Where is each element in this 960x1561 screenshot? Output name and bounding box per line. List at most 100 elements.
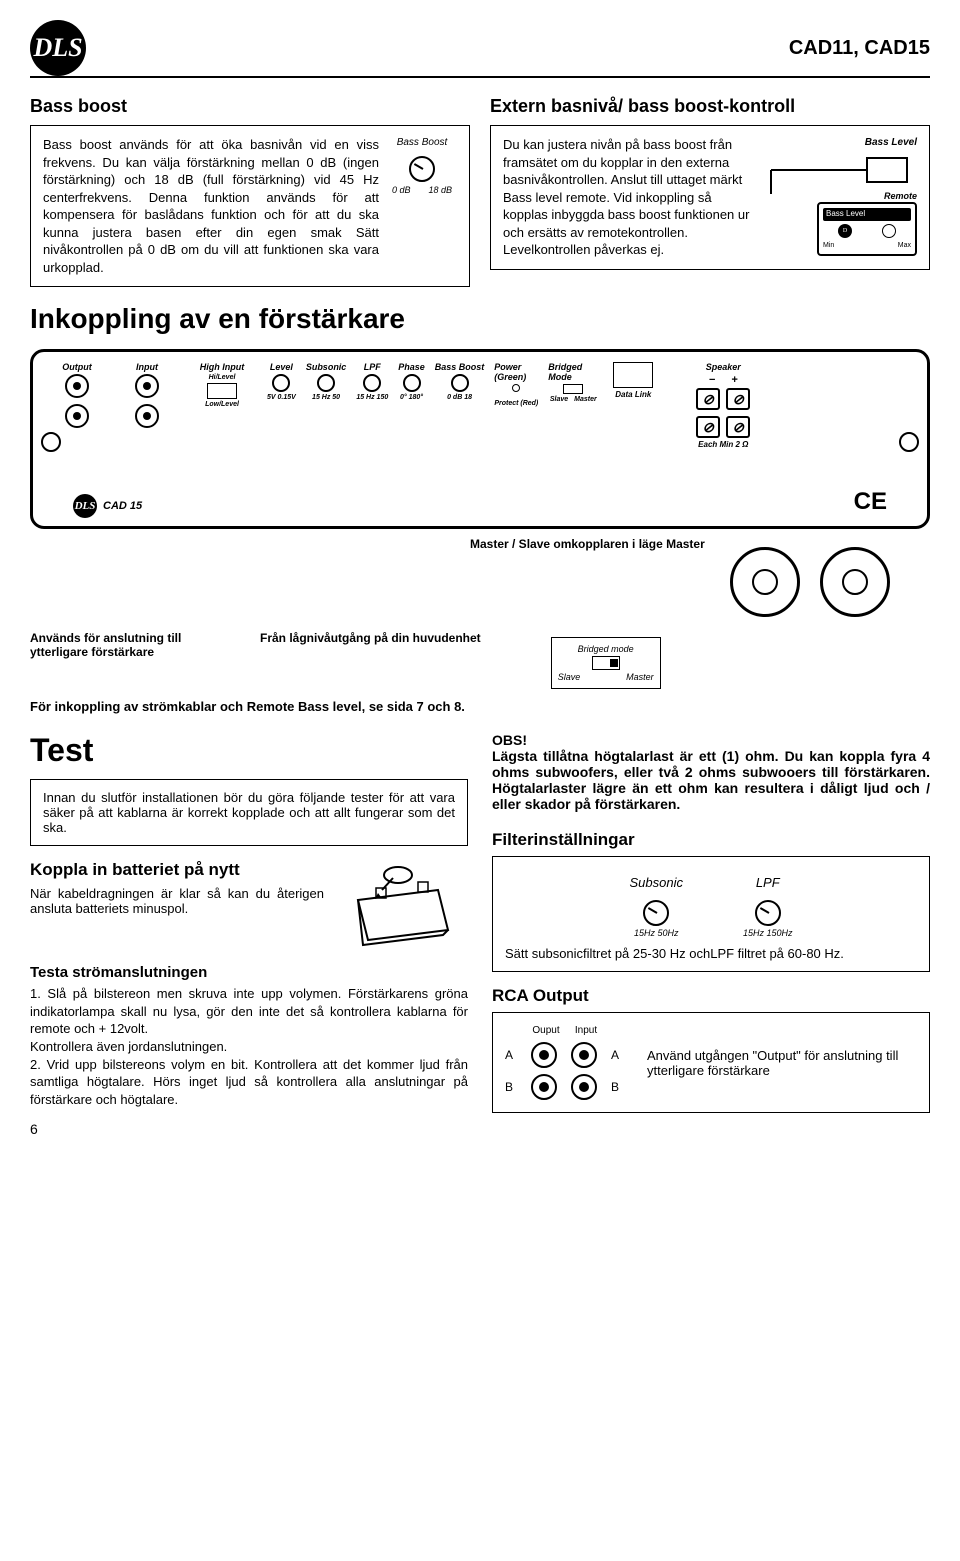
amp-label: Phase — [398, 362, 425, 372]
rca-out-label: Ouput — [531, 1025, 561, 1036]
amplifier-diagram: Output Input High Input Hi/Level Low/Lev… — [30, 349, 930, 529]
speaker-icon — [820, 547, 890, 617]
switch-slave-label: Slave — [558, 672, 581, 682]
switch-box-icon — [592, 656, 620, 670]
rca-jack-icon — [531, 1074, 557, 1100]
lo-label: Low/Level — [205, 401, 239, 408]
range-label: 5V 0.15V — [267, 394, 296, 401]
dial-label: Bass Boost — [397, 136, 448, 150]
hi-label: Hi/Level — [209, 374, 236, 381]
rca-jack-icon — [135, 374, 159, 398]
switch-diagram: Bridged mode Slave Master — [551, 637, 661, 689]
slave-label: Slave — [550, 396, 568, 403]
battery-title: Koppla in batteriet på nytt — [30, 860, 324, 880]
test-heading: Test — [30, 732, 468, 769]
high-input-port-icon — [207, 383, 237, 399]
bass-boost-title: Bass boost — [30, 96, 470, 117]
amp-label: High Input — [200, 362, 245, 372]
mini-logo-icon: DLS — [73, 494, 97, 518]
logo-icon: DLS — [30, 20, 86, 76]
rca-text: Använd utgången "Output" för anslutning … — [647, 1048, 917, 1078]
amp-label: Subsonic — [306, 362, 347, 372]
remote-panel-title: Bass Level — [823, 208, 911, 221]
each-min-label: Each Min 2 Ω — [698, 440, 748, 449]
rca-title: RCA Output — [492, 986, 930, 1006]
range-label: 15 Hz 150 — [356, 394, 388, 401]
rca-jack-icon — [135, 404, 159, 428]
obs-body: Lägsta tillåtna högtalarlast är ett (1) … — [492, 748, 930, 812]
terminal-icon — [696, 416, 720, 438]
rca-jack-icon — [531, 1042, 557, 1068]
ce-mark-icon: CE — [854, 488, 887, 516]
dial-icon — [451, 374, 469, 392]
rca-jack-icon — [65, 374, 89, 398]
obs-title: OBS! — [492, 732, 527, 748]
rca-b-label: B — [611, 1080, 627, 1094]
rca-jack-icon — [65, 404, 89, 428]
mount-hole-icon — [899, 432, 919, 452]
amp-label: Input — [136, 362, 158, 372]
subsonic-label: Subsonic — [629, 875, 682, 890]
led-icon — [512, 384, 520, 392]
datalink-port-icon — [613, 362, 653, 388]
sub-range: 15Hz 50Hz — [634, 928, 679, 938]
battery-icon — [338, 860, 468, 950]
master-slave-note: Master / Slave omkopplaren i läge Master — [470, 537, 730, 551]
remote-panel: Bass Level D Min Max — [817, 202, 917, 256]
remote-diagram: Bass Level Remote Bass Level D Min Max — [767, 136, 917, 259]
range-label: 15 Hz 50 — [312, 394, 340, 401]
speaker-diagram — [730, 547, 890, 617]
bass-boost-dial-group: Bass Boost 0 dB 18 dB — [387, 136, 457, 276]
extern-title: Extern basnivå/ bass boost-kontroll — [490, 96, 930, 117]
switch-icon — [563, 384, 583, 394]
lpf-label: LPF — [756, 875, 780, 890]
model-title: CAD11, CAD15 — [789, 37, 930, 60]
filter-title: Filterinställningar — [492, 830, 930, 850]
power-cable-note: För inkoppling av strömkablar och Remote… — [30, 699, 930, 714]
amp-label: Bridged Mode — [548, 362, 598, 382]
switch-top-label: Bridged mode — [558, 644, 654, 654]
page-header: DLS CAD11, CAD15 — [30, 20, 930, 78]
dial-icon — [363, 374, 381, 392]
page-number: 6 — [30, 1121, 930, 1137]
remote-max: Max — [898, 241, 911, 250]
dial-max: 18 dB — [428, 184, 452, 196]
battery-body: När kabeldragningen är klar så kan du åt… — [30, 886, 324, 916]
extern-body: Du kan justera nivån på bass boost från … — [503, 136, 757, 259]
power-test-title: Testa strömanslutningen — [30, 964, 468, 981]
amp-label: LPF — [364, 362, 381, 372]
rca-jack-icon — [571, 1042, 597, 1068]
amp-label: Level — [270, 362, 293, 372]
amp-label: Output — [62, 362, 92, 372]
minus-label: − — [709, 374, 715, 386]
dial-icon — [755, 900, 781, 926]
filter-box: Subsonic 15Hz 50Hz LPF 15Hz 150Hz Sätt s… — [492, 856, 930, 972]
dial-icon — [272, 374, 290, 392]
amp-model-badge: DLS CAD 15 — [73, 494, 142, 518]
output-note: Används för anslutning till ytterligare … — [30, 631, 230, 659]
input-note: Från lågnivåutgång på din huvudenhet — [260, 631, 481, 645]
amp-label: Bass Boost — [435, 362, 485, 372]
terminal-icon — [696, 388, 720, 410]
bass-boost-body: Bass boost används för att öka basnivån … — [43, 136, 379, 276]
remote-top-label: Bass Level — [767, 136, 917, 150]
rca-box: Ouput Input A A B B Använd utgången "Out… — [492, 1012, 930, 1113]
datalink-label: Data Link — [615, 390, 651, 399]
dial-icon — [409, 156, 435, 182]
dial-icon — [317, 374, 335, 392]
remote-min: Min — [823, 241, 834, 250]
terminal-icon — [726, 416, 750, 438]
mini-logo-icon: D — [838, 224, 852, 238]
master-label: Master — [574, 396, 597, 403]
range-label: 0° 180° — [400, 394, 423, 401]
remote-knob-icon — [882, 224, 896, 238]
rca-jack-icon — [571, 1074, 597, 1100]
power-test-body: 1. Slå på bilstereon men skruva inte upp… — [30, 985, 468, 1108]
test-intro-box: Innan du slutför installationen bör du g… — [30, 779, 468, 846]
extern-box: Du kan justera nivån på bass boost från … — [490, 125, 930, 270]
rca-a-label: A — [611, 1048, 627, 1062]
switch-master-label: Master — [626, 672, 654, 682]
plus-label: + — [731, 374, 737, 386]
rca-b-label: B — [505, 1080, 521, 1094]
lpf-range: 15Hz 150Hz — [743, 928, 793, 938]
